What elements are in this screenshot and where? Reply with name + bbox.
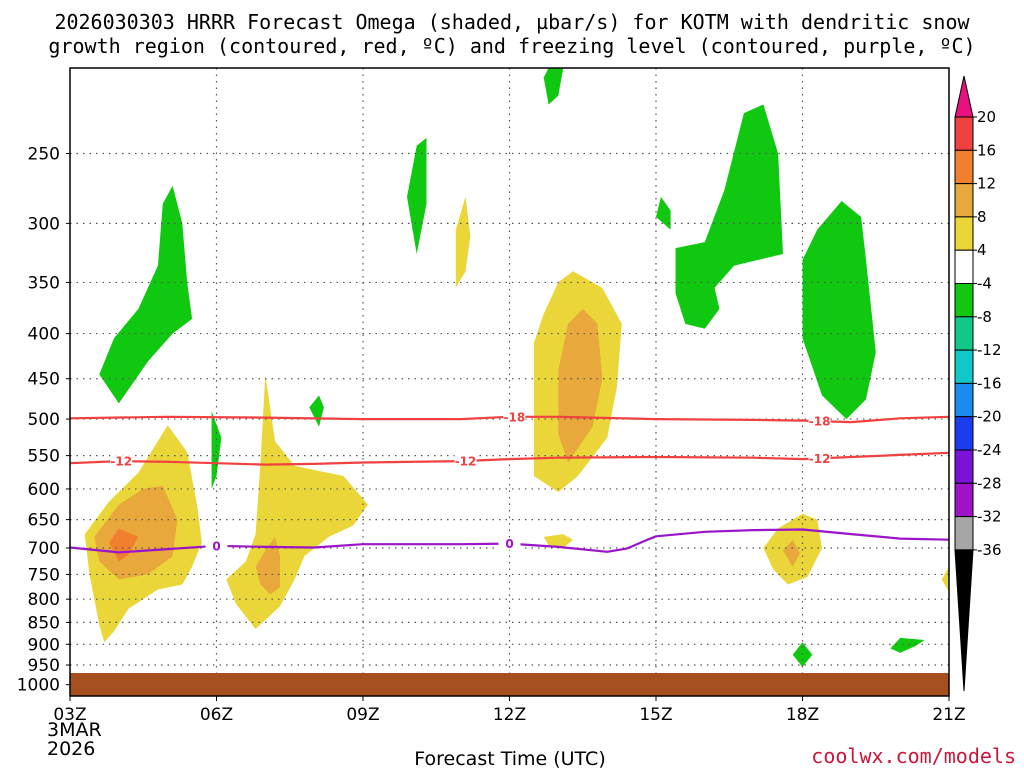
colorbar-label-12: -28	[977, 474, 1002, 492]
colorbar-swatch-7	[954, 316, 974, 351]
x-tick-label-21Z: 21Z	[932, 705, 965, 725]
colorbar-label-4: 8	[977, 208, 987, 226]
colorbar-label-14: -36	[977, 541, 1002, 559]
x-tick-label-12Z: 12Z	[493, 705, 526, 725]
y-tick-label-300: 300	[28, 214, 60, 234]
surface-below-ground	[70, 673, 949, 696]
colorbar-swatch-11	[954, 449, 974, 484]
x-date-label-month: 3MAR	[47, 719, 102, 741]
colorbar-label-11: -24	[977, 441, 1002, 459]
colorbar-label-3: 12	[977, 175, 996, 193]
contour-label-bg-dgz_bottom-1	[110, 455, 133, 468]
omega-region-18	[558, 308, 603, 463]
colorbar-swatch-3	[954, 183, 974, 218]
x-tick-label-06Z: 06Z	[200, 705, 233, 725]
y-tick-label-400: 400	[28, 325, 60, 345]
colorbar-label-13: -32	[977, 508, 1002, 526]
contour-label-dgz_bottom-1: -12	[110, 455, 132, 469]
y-tick-label-450: 450	[28, 370, 60, 390]
colorbar-swatch-1	[954, 116, 974, 151]
colorbar-label-6: -4	[977, 275, 992, 293]
y-axis-ticks: 2503003504004505005506006507007508008509…	[17, 144, 70, 696]
x-tick-label-18Z: 18Z	[786, 705, 819, 725]
omega-region-15	[255, 536, 280, 595]
contour-label-dgz_top-2: -18	[809, 415, 831, 429]
y-tick-label-350: 350	[28, 273, 60, 293]
y-tick-label-550: 550	[28, 447, 60, 467]
contour-label-dgz_bottom-2: -12	[455, 454, 477, 468]
omega-region-1	[99, 185, 193, 404]
contour-label-dgz_top-1: -18	[504, 410, 526, 424]
colorbar-swatch-13	[954, 516, 974, 551]
y-tick-label-700: 700	[28, 539, 60, 559]
x-tick-label-03Z: 03Z	[53, 705, 86, 725]
omega-region-8	[802, 201, 876, 420]
x-axis-ticks: 03Z 06Z 09Z 12Z 15Z 18Z 21Z	[53, 696, 966, 725]
omega-region-16	[455, 196, 471, 288]
omega-region-19	[543, 534, 573, 548]
omega-shaded-regions	[84, 68, 949, 667]
contour-label-freezing-2: 0	[505, 537, 513, 551]
contour-label-bg-dgz_top-1	[503, 410, 526, 423]
colorbar-label-10: -20	[977, 408, 1002, 426]
dgz-top-minus18-line	[70, 415, 949, 424]
colorbar-swatch-5	[954, 249, 974, 284]
x-axis-label: Forecast Time (UTC)	[414, 748, 605, 768]
colorbar-label-2: 16	[977, 141, 996, 159]
omega-region-12	[94, 485, 178, 580]
y-tick-label-250: 250	[28, 144, 60, 164]
y-tick-label-750: 750	[28, 565, 60, 585]
omega-region-6	[656, 196, 671, 230]
contour-labels: -18 -18 -12 -12 -12 0 0	[110, 410, 831, 553]
chart-title-line-2: growth region (contoured, red, ºC) and f…	[48, 34, 975, 58]
omega-region-4	[407, 137, 427, 254]
colorbar-swatch-10	[954, 416, 974, 451]
contour-label-bg-dgz_top-2	[808, 415, 831, 428]
x-tick-label-15Z: 15Z	[639, 705, 672, 725]
x-date-label-year: 2026	[47, 738, 95, 760]
omega-region-5	[543, 68, 564, 105]
y-tick-label-950: 950	[28, 656, 60, 676]
omega-region-10	[890, 637, 925, 653]
contour-label-bg-dgz_bottom-3	[808, 452, 831, 465]
colorbar-top-arrow	[954, 75, 974, 118]
colorbar: 20 16 12 8 4 -4 -8 -12 -16 -20 -24 -28 -32 -36	[954, 75, 1002, 692]
x-tick-label-09Z: 09Z	[346, 705, 379, 725]
omega-region-21	[783, 539, 801, 567]
colorbar-swatch-12	[954, 482, 974, 518]
y-tick-label-900: 900	[28, 635, 60, 655]
colorbar-label-8: -12	[977, 341, 1002, 359]
y-tick-label-600: 600	[28, 480, 60, 500]
y-tick-label-800: 800	[28, 590, 60, 610]
y-tick-label-500: 500	[28, 410, 60, 430]
colorbar-swatch-4	[954, 216, 974, 251]
contour-label-bg-freezing-2	[498, 537, 521, 550]
y-tick-label-1000: 1000	[17, 676, 60, 696]
colorbar-swatch-8	[954, 349, 974, 384]
colorbar-swatch-2	[954, 149, 974, 185]
grid-lines	[70, 68, 949, 696]
colorbar-bottom-arrow	[954, 549, 974, 692]
colorbar-label-7: -8	[977, 308, 992, 326]
colorbar-label-5: 4	[977, 241, 987, 259]
colorbar-label-1: 20	[977, 108, 996, 126]
contour-label-dgz_bottom-3: -12	[809, 452, 831, 466]
omega-region-2	[211, 411, 222, 489]
y-tick-label-650: 650	[28, 511, 60, 531]
colorbar-swatch-9	[954, 382, 974, 418]
colorbar-label-9: -16	[977, 374, 1002, 392]
site-credit: coolwx.com/models	[811, 744, 1016, 768]
omega-region-22	[941, 566, 949, 592]
contour-label-bg-dgz_bottom-2	[454, 454, 477, 467]
chart-title-line-1: 2026030303 HRRR Forecast Omega (shaded, …	[54, 10, 970, 34]
colorbar-swatch-6	[954, 283, 974, 318]
omega-region-7	[675, 104, 783, 329]
omega-region-9	[792, 642, 813, 667]
contour-label-freezing-1: 0	[212, 539, 220, 553]
y-tick-label-850: 850	[28, 613, 60, 633]
contour-label-bg-freezing-1	[205, 539, 228, 552]
